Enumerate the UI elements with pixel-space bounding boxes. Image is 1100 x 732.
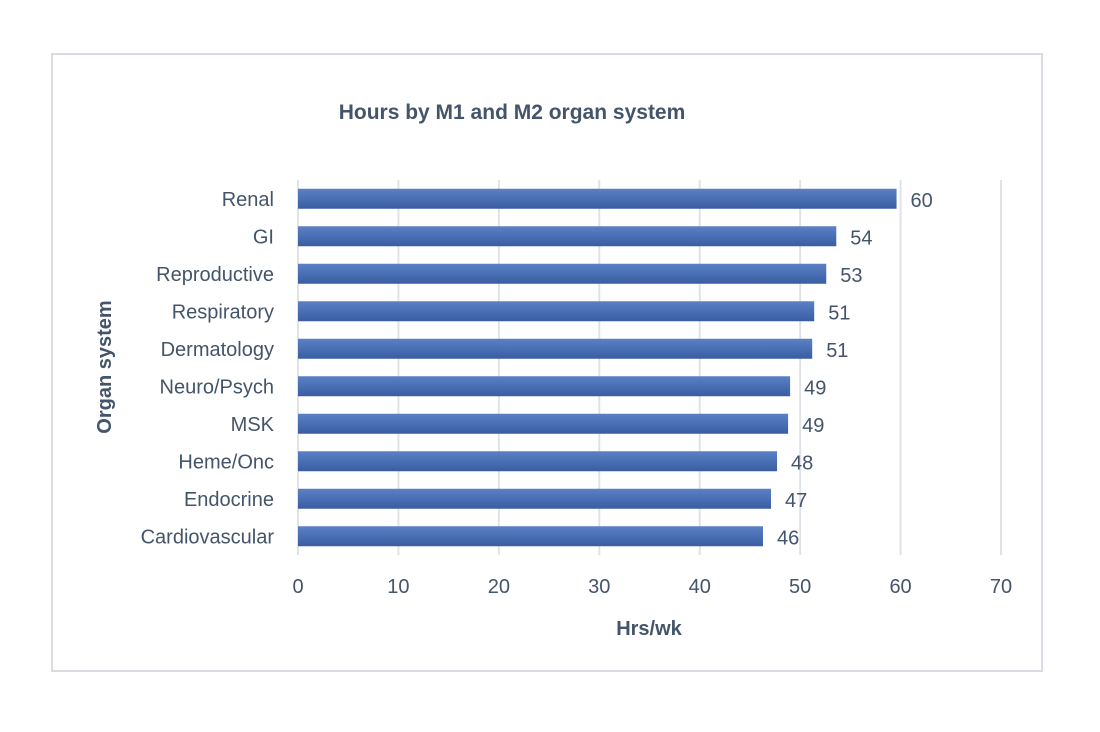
data-label: 51 — [826, 340, 848, 362]
data-label: 51 — [828, 302, 850, 324]
y-axis-title: Organ system — [94, 300, 116, 433]
bar — [298, 376, 791, 397]
category-label: Dermatology — [161, 339, 274, 361]
bar — [298, 226, 837, 247]
bar — [298, 451, 778, 472]
bar — [298, 338, 813, 359]
x-tick-label: 0 — [292, 576, 303, 598]
data-label: 46 — [777, 527, 799, 549]
bar — [298, 488, 772, 509]
data-label: 49 — [802, 415, 824, 437]
category-label: Cardiovascular — [141, 526, 275, 548]
data-label: 54 — [850, 227, 872, 249]
bar — [298, 188, 897, 209]
category-label: Neuro/Psych — [160, 376, 275, 398]
bar — [298, 526, 763, 547]
category-labels: Renal GI Reproductive Respiratory Dermatolog… — [141, 189, 275, 549]
category-label: Reproductive — [156, 264, 274, 286]
data-label: 48 — [791, 452, 813, 474]
category-label: Endocrine — [184, 489, 274, 511]
category-label: Heme/Onc — [178, 451, 274, 473]
chart-frame — [51, 53, 1043, 672]
bar — [298, 301, 815, 322]
x-tick-label: 70 — [990, 576, 1012, 598]
x-tick-label: 40 — [689, 576, 711, 598]
data-label: 47 — [785, 490, 807, 512]
x-tick-labels: 0 10 20 30 40 50 60 70 — [292, 576, 1012, 598]
category-label: Renal — [222, 189, 274, 211]
x-tick-label: 20 — [488, 576, 510, 598]
x-tick-label: 50 — [789, 576, 811, 598]
bars — [298, 188, 897, 547]
data-label: 60 — [911, 190, 933, 212]
category-label: Respiratory — [172, 301, 274, 323]
x-tick-label: 60 — [889, 576, 911, 598]
bar — [298, 263, 827, 284]
data-label: 53 — [840, 265, 862, 287]
x-tick-label: 10 — [387, 576, 409, 598]
category-label: MSK — [231, 414, 275, 436]
chart-title: Hours by M1 and M2 organ system — [339, 101, 686, 124]
data-label: 49 — [804, 377, 826, 399]
x-axis-title: Hrs/wk — [616, 618, 682, 640]
category-label: GI — [253, 226, 274, 248]
bar — [298, 413, 789, 434]
x-tick-label: 30 — [588, 576, 610, 598]
